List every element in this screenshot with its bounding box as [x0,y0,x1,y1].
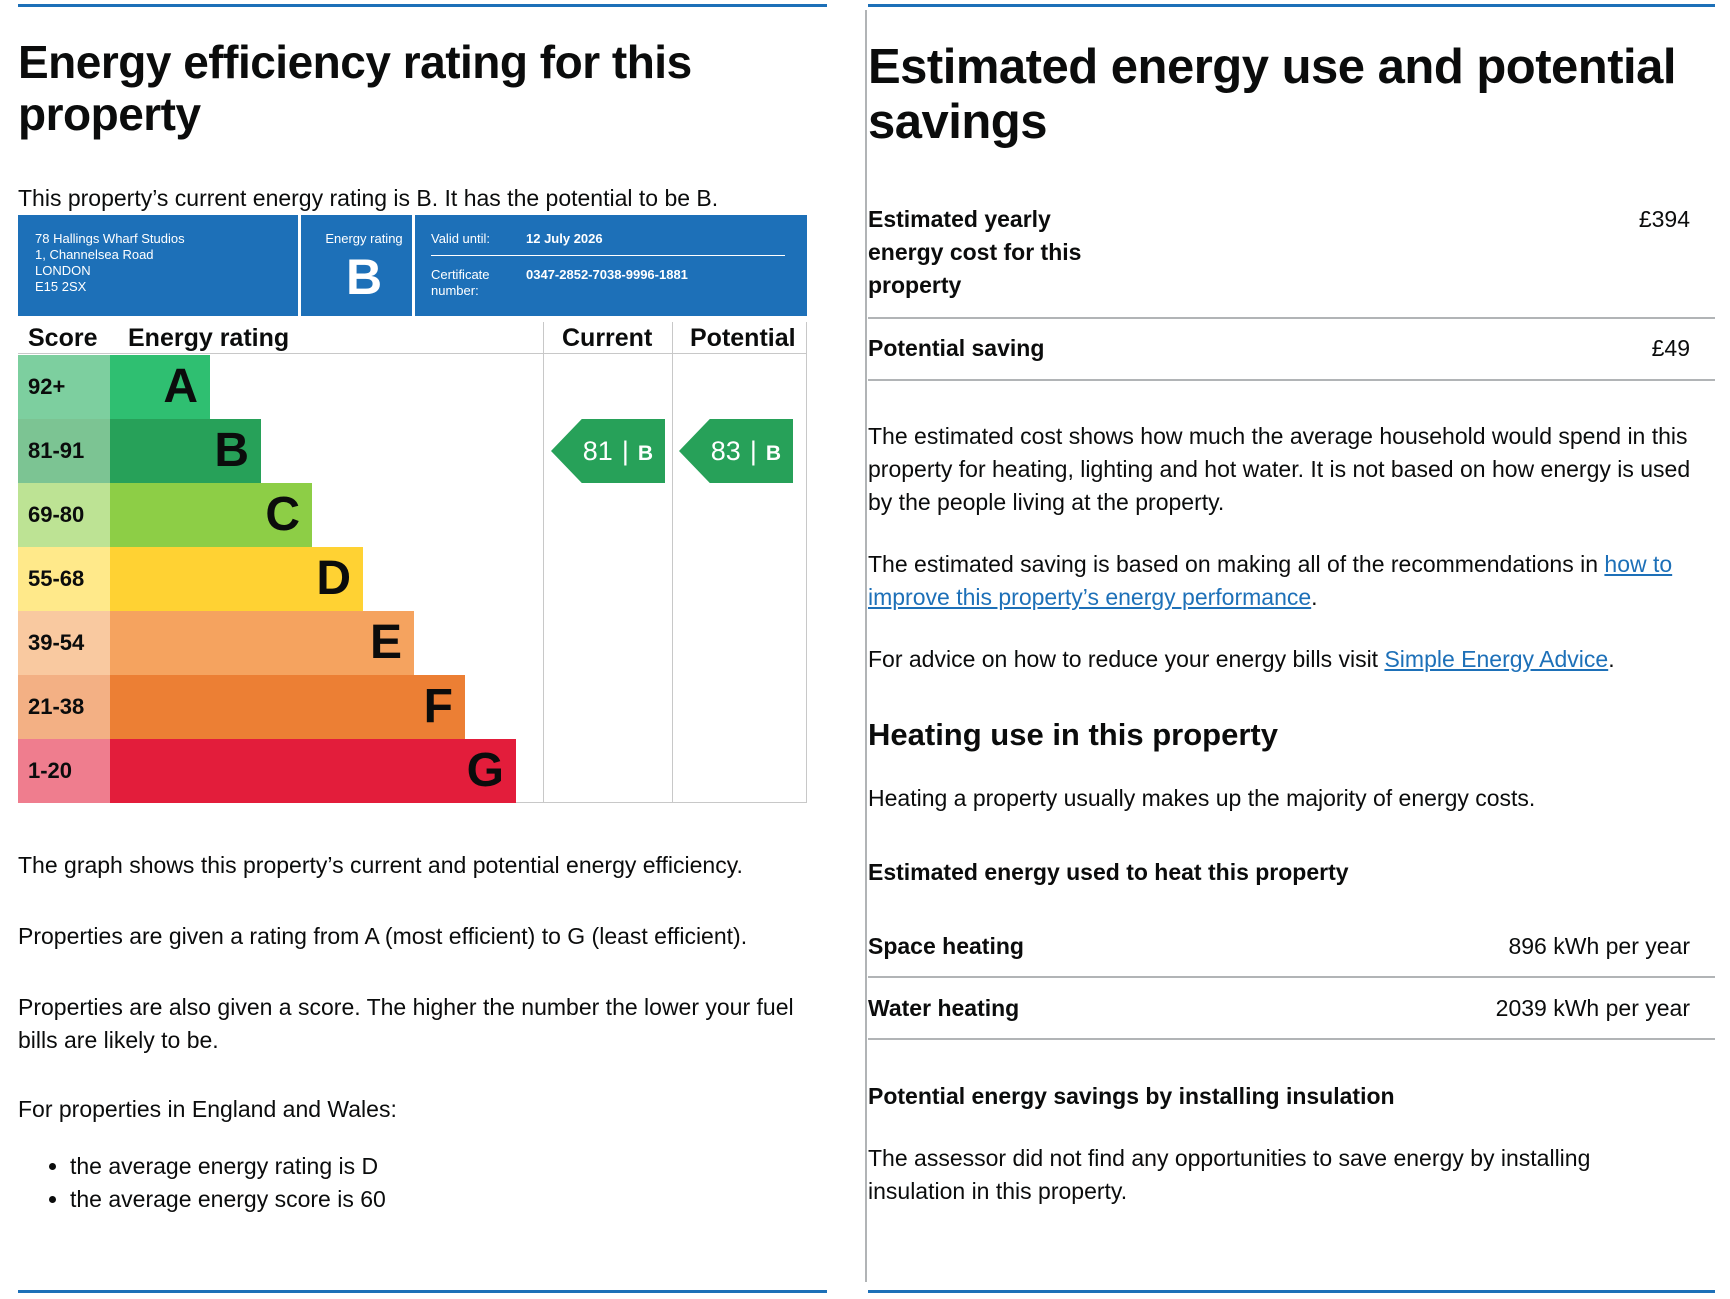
potential-saving-label: Potential saving [868,335,1045,361]
band-letter: D [316,552,351,605]
potential-score: 83 [710,436,741,466]
energy-rating-header: Energy rating [128,324,290,352]
rating-intro: This property’s current energy rating is… [18,185,719,211]
band-bar: C [110,483,312,547]
bottom-rule [18,1290,827,1293]
potential-rating-arrow: 83 | B [679,419,793,483]
heating-intro: Heating a property usually makes up the … [868,785,1536,811]
band-bar: F [110,675,465,739]
improve-performance-link[interactable]: how to improve this property’s energy pe… [868,551,1673,610]
band-bar: G [110,739,516,803]
band-bar: E [110,611,414,675]
band-score: 55-68 [18,547,110,611]
band-letter: E [369,616,402,669]
energy-advice-text: For advice on how to reduce your energy … [868,646,1615,672]
top-rule [868,4,1715,7]
band-letter: B [214,424,249,477]
yearly-cost-label: Estimated yearly energy cost for this pr… [868,206,1082,298]
banner-separator [298,215,301,316]
potential-header: Potential [690,324,796,352]
current-column-line [543,322,544,803]
valid-until-value: 12 July 2026 [526,231,603,246]
energy-rating-section: Energy efficiency rating for this proper… [18,0,867,1299]
heating-use-heading: Heating use in this property [868,717,1278,752]
row-divider [868,976,1715,978]
yearly-cost-value: £394 [1638,206,1690,232]
row-divider [868,379,1715,381]
simple-energy-advice-link[interactable]: Simple Energy Advice [1384,646,1609,672]
space-heating-label: Space heating [868,933,1024,959]
band-score: 92+ [18,355,110,419]
score-header: Score [28,324,98,352]
certificate-banner: 78 Hallings Wharf Studios 1, Channelsea … [18,215,807,316]
band-score: 69-80 [18,483,110,547]
current-header: Current [562,324,653,352]
water-heating-value: 2039 kWh per year [1495,995,1690,1021]
rating-description: Properties are given a rating from A (mo… [18,923,748,949]
band-score: 81-91 [18,419,110,483]
section-title: Estimated energy use and potential savin… [868,40,1677,149]
list-item: the average energy score is 60 [70,1183,386,1216]
potential-separator: | [749,436,757,466]
potential-column-line [672,322,673,803]
energy-rating-letter: B [345,249,383,305]
band-bar: A [110,355,210,419]
row-divider [868,1038,1715,1040]
space-heating-value: 896 kWh per year [1508,933,1690,959]
page-title: Energy efficiency rating for this proper… [18,36,692,140]
band-letter: F [423,680,453,733]
band-letter: C [265,488,300,541]
water-heating-label: Water heating [868,995,1020,1021]
valid-until-label: Valid until: [431,231,491,246]
current-score: 81 [582,436,613,466]
list-item: the average energy rating is D [70,1150,386,1183]
row-divider [868,317,1715,319]
band-bar: D [110,547,363,611]
current-separator: | [621,436,629,466]
banner-divider [431,255,785,256]
column-divider [865,10,867,1282]
insulation-subheading: Potential energy savings by installing i… [868,1083,1395,1109]
potential-saving-value: £49 [1651,335,1690,361]
saving-explanation: The estimated saving is based on making … [868,551,1673,610]
potential-letter: B [765,442,781,465]
top-rule [18,4,827,7]
energy-use-section: Estimated energy use and potential savin… [868,0,1715,1299]
band-score: 1-20 [18,739,110,803]
right-border-line [806,322,807,803]
band-letter: G [466,744,504,797]
band-score: 39-54 [18,611,110,675]
cost-explanation: The estimated cost shows how much the av… [868,423,1691,515]
graph-description: The graph shows this property’s current … [18,852,743,878]
band-bar: B [110,419,261,483]
averages-list: the average energy rating is D the avera… [18,1150,386,1216]
england-wales-intro: For properties in England and Wales: [18,1096,397,1122]
current-letter: B [637,442,653,465]
band-letter: A [163,360,198,413]
header-line [18,353,807,354]
property-address: 78 Hallings Wharf Studios 1, Channelsea … [35,231,185,294]
current-rating-arrow: 81 | B [551,419,665,483]
band-score: 21-38 [18,675,110,739]
energy-rating-chart: Score Energy rating Current Potential 92… [18,322,807,803]
energy-rating-label: Energy rating [325,231,403,246]
heat-energy-subheading: Estimated energy used to heat this prope… [868,859,1349,885]
certificate-number-label: Certificate number: [431,267,490,298]
insulation-text: The assessor did not find any opportunit… [868,1145,1591,1204]
bottom-rule [868,1290,1715,1293]
score-description: Properties are also given a score. The h… [18,994,794,1053]
banner-separator [412,215,415,316]
certificate-number-value: 0347-2852-7038-9996-1881 [526,267,688,282]
